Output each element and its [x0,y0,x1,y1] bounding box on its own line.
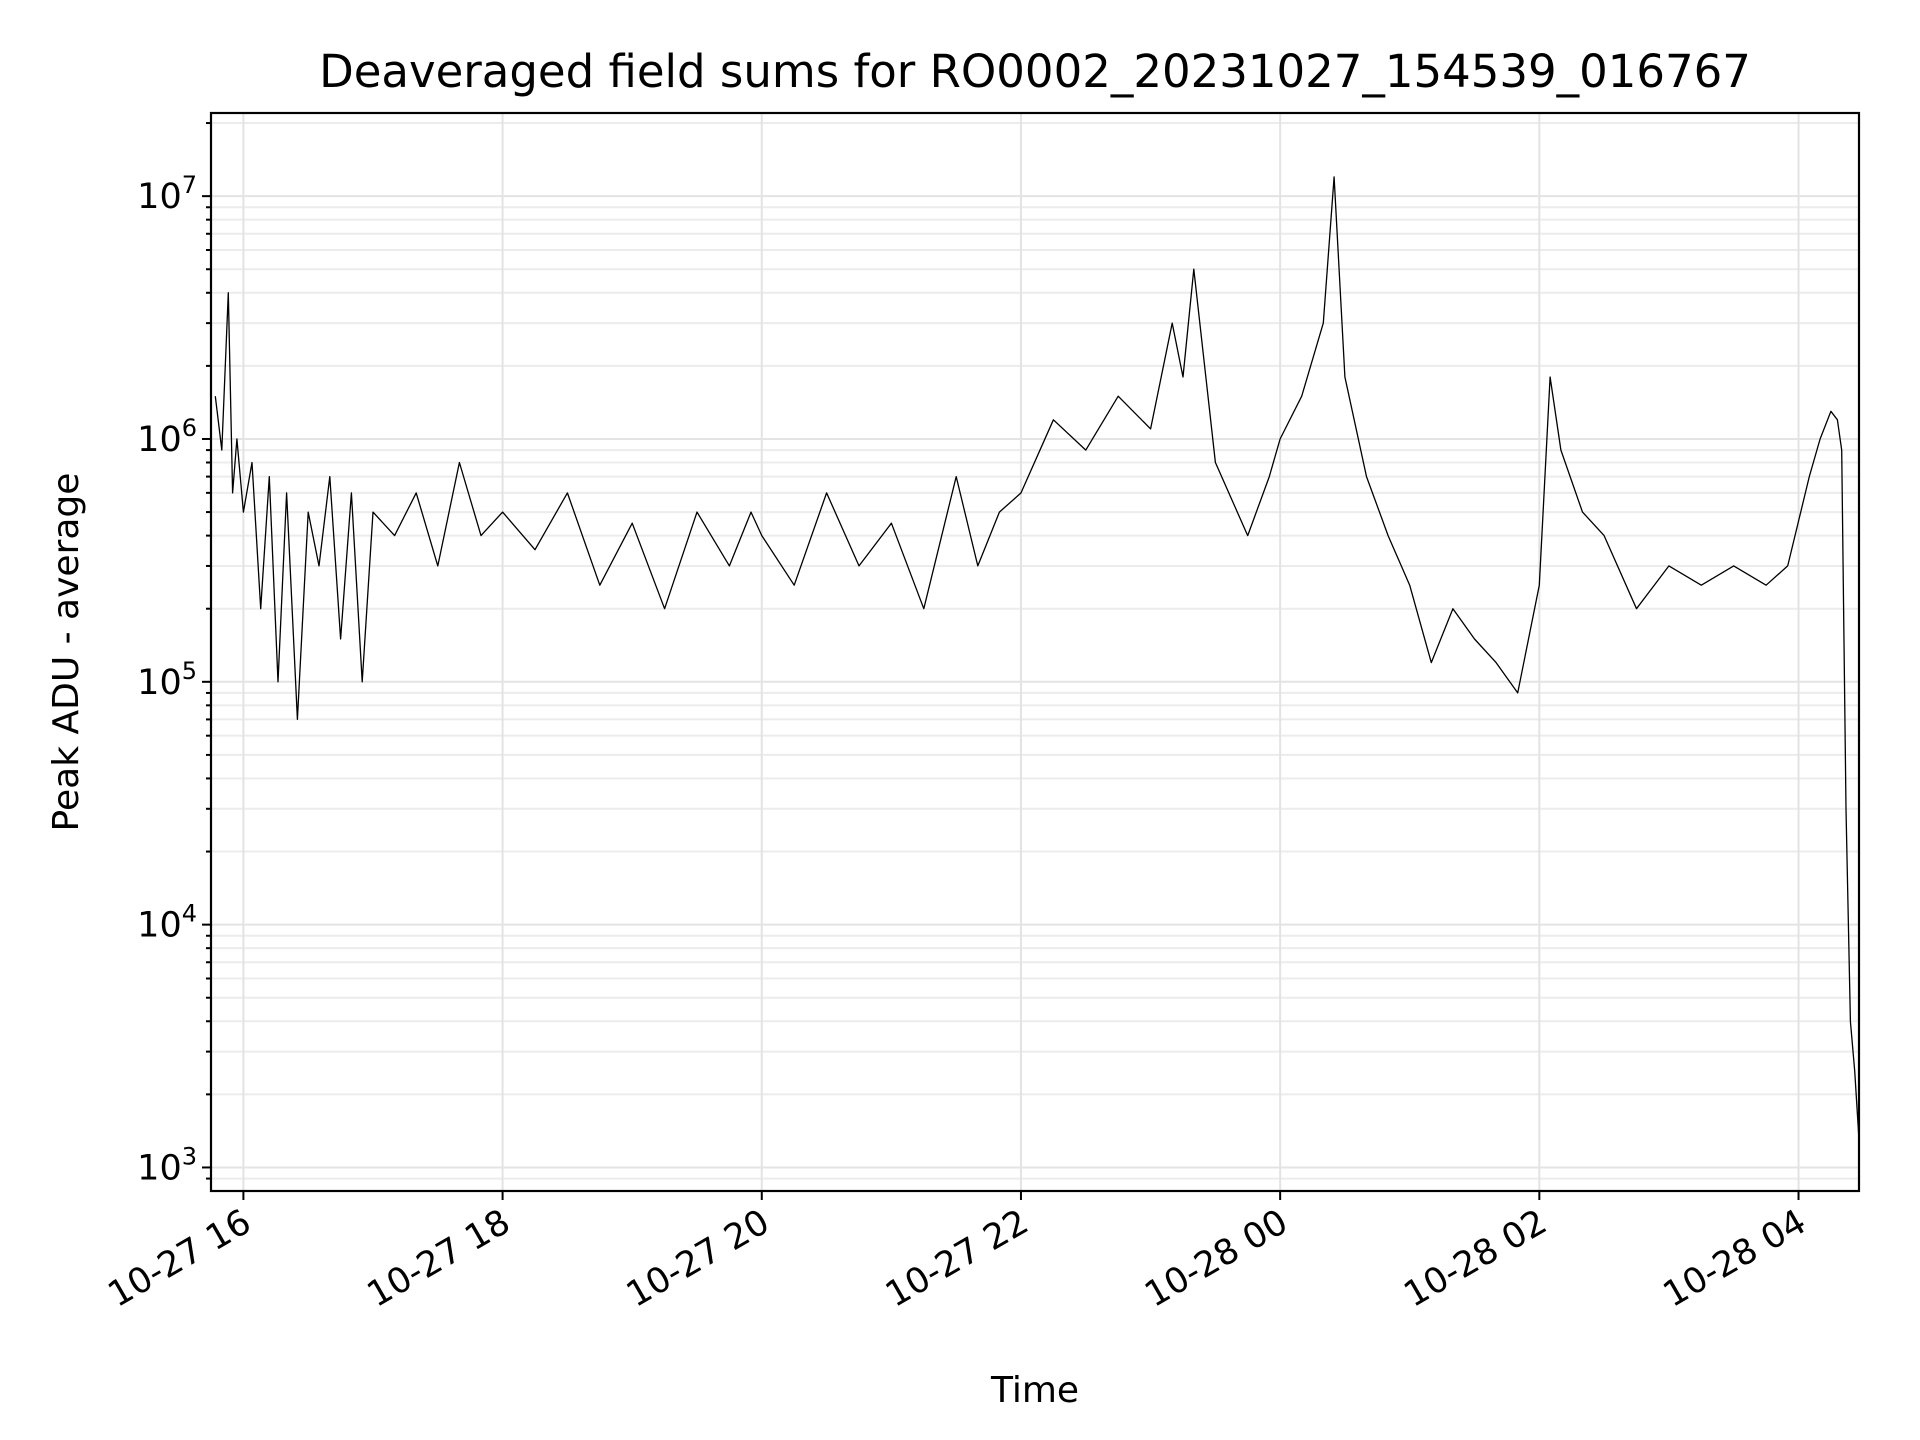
chart-title: Deaveraged field sums for RO0002_2023102… [319,45,1751,98]
y-tick-label: 104 [137,900,197,946]
x-tick-label: 10-27 16 [102,1202,258,1315]
y-tick-label: 106 [137,414,197,460]
x-tick-label: 10-28 04 [1657,1202,1813,1315]
x-tick-label: 10-27 18 [361,1202,517,1315]
x-axis-label: Time [990,1370,1079,1411]
y-tick-label: 107 [137,171,197,217]
y-tick-label: 105 [137,657,197,703]
grid [211,113,1859,1191]
series-layer [214,176,1860,1140]
x-tick-label: 10-28 02 [1398,1202,1554,1315]
series-line [214,176,1860,1140]
x-axis: 10-27 16 10-27 18 10-27 20 10-27 22 10-28 00… [102,1191,1813,1315]
x-tick-label: 10-27 22 [879,1202,1035,1315]
plot-frame [209,111,1861,1193]
y-axis: 103 104 105 106 107 [137,122,211,1188]
y-axis-label: Peak ADU - average [46,473,87,832]
x-tick-label: 10-28 00 [1138,1202,1294,1315]
y-tick-label: 103 [137,1142,197,1188]
x-tick-label: 10-27 20 [620,1202,776,1315]
